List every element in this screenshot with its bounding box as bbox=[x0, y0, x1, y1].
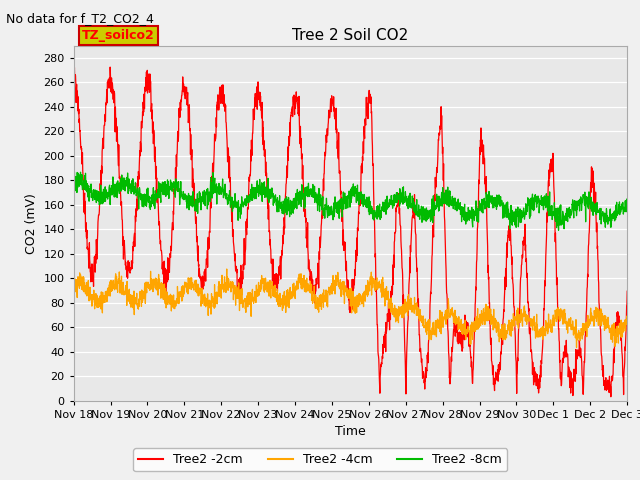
Line: Tree2 -8cm: Tree2 -8cm bbox=[74, 172, 627, 230]
Tree2 -4cm bbox=[607, 329, 615, 335]
Tree2 -4cm bbox=[573, 345, 580, 350]
Tree2 -8cm bbox=[324, 203, 332, 208]
Title: Tree 2 Soil CO2: Tree 2 Soil CO2 bbox=[292, 28, 408, 43]
Tree2 -8cm bbox=[70, 169, 78, 175]
X-axis label: Time: Time bbox=[335, 425, 366, 438]
Line: Tree2 -4cm: Tree2 -4cm bbox=[74, 269, 627, 348]
Tree2 -2cm bbox=[506, 232, 514, 238]
Tree2 -2cm bbox=[607, 394, 614, 400]
Text: TZ_soilco2: TZ_soilco2 bbox=[82, 29, 155, 42]
Tree2 -8cm bbox=[607, 213, 615, 218]
Tree2 -4cm bbox=[339, 285, 347, 291]
Tree2 -2cm bbox=[99, 148, 106, 154]
Tree2 -4cm bbox=[223, 266, 230, 272]
Tree2 -4cm bbox=[608, 330, 616, 336]
Tree2 -4cm bbox=[98, 290, 106, 296]
Tree2 -8cm bbox=[99, 201, 106, 207]
Y-axis label: CO2 (mV): CO2 (mV) bbox=[25, 193, 38, 253]
Tree2 -2cm bbox=[623, 288, 631, 294]
Tree2 -8cm bbox=[555, 228, 563, 233]
Tree2 -4cm bbox=[506, 328, 514, 334]
Tree2 -8cm bbox=[339, 198, 347, 204]
Tree2 -2cm bbox=[324, 119, 332, 125]
Line: Tree2 -2cm: Tree2 -2cm bbox=[74, 61, 627, 397]
Text: No data for f_T2_CO2_4: No data for f_T2_CO2_4 bbox=[6, 12, 154, 25]
Tree2 -2cm bbox=[70, 74, 77, 80]
Tree2 -2cm bbox=[607, 379, 615, 384]
Tree2 -8cm bbox=[608, 218, 616, 224]
Tree2 -4cm bbox=[324, 288, 332, 294]
Tree2 -2cm bbox=[339, 242, 347, 248]
Tree2 -2cm bbox=[608, 378, 616, 384]
Tree2 -8cm bbox=[70, 174, 77, 180]
Tree2 -8cm bbox=[506, 226, 514, 232]
Legend: Tree2 -2cm, Tree2 -4cm, Tree2 -8cm: Tree2 -2cm, Tree2 -4cm, Tree2 -8cm bbox=[133, 448, 507, 471]
Tree2 -2cm bbox=[70, 59, 77, 64]
Tree2 -4cm bbox=[623, 315, 631, 321]
Tree2 -4cm bbox=[70, 285, 77, 290]
Tree2 -8cm bbox=[623, 196, 631, 202]
